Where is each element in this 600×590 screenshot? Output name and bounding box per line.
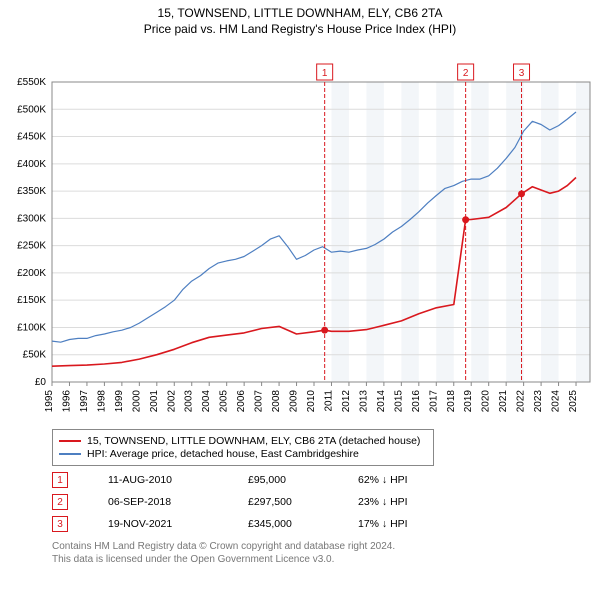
chart-titles: 15, TOWNSEND, LITTLE DOWNHAM, ELY, CB6 2… <box>0 0 600 36</box>
event-badge-3: 3 <box>52 516 68 532</box>
legend-hpi: HPI: Average price, detached house, East… <box>59 448 427 460</box>
footer-line-1: Contains HM Land Registry data © Crown c… <box>52 540 590 553</box>
title-line-2: Price paid vs. HM Land Registry's House … <box>0 22 600 36</box>
svg-text:£200K: £200K <box>17 268 46 279</box>
svg-text:2000: 2000 <box>131 390 142 413</box>
event-price-1: £95,000 <box>248 474 318 486</box>
event-date-2: 06-SEP-2018 <box>108 496 208 508</box>
svg-text:£0: £0 <box>35 377 47 388</box>
svg-text:2021: 2021 <box>498 390 509 413</box>
svg-text:2002: 2002 <box>166 390 177 413</box>
event-row-1: 1 11-AUG-2010 £95,000 62% ↓ HPI <box>52 472 600 488</box>
event-row-3: 3 19-NOV-2021 £345,000 17% ↓ HPI <box>52 516 600 532</box>
svg-text:2012: 2012 <box>341 390 352 413</box>
svg-text:1996: 1996 <box>61 390 72 413</box>
event-date-3: 19-NOV-2021 <box>108 518 208 530</box>
svg-text:1995: 1995 <box>44 390 55 413</box>
svg-text:2013: 2013 <box>358 390 369 413</box>
svg-text:1998: 1998 <box>96 390 107 413</box>
svg-text:£300K: £300K <box>17 213 46 224</box>
svg-text:2011: 2011 <box>323 390 334 412</box>
svg-text:2001: 2001 <box>149 390 160 413</box>
svg-text:2024: 2024 <box>551 390 562 413</box>
svg-text:2022: 2022 <box>516 390 527 413</box>
svg-text:£250K: £250K <box>17 241 46 252</box>
svg-text:1999: 1999 <box>114 390 125 413</box>
events-table: 1 11-AUG-2010 £95,000 62% ↓ HPI 2 06-SEP… <box>52 472 600 532</box>
svg-text:1: 1 <box>322 68 328 79</box>
footer-line-2: This data is licensed under the Open Gov… <box>52 553 590 566</box>
event-hpi-3: 17% ↓ HPI <box>358 518 408 530</box>
svg-text:2023: 2023 <box>533 390 544 413</box>
price-chart: £0 £50K £100K £150K £200K £250K £300K £350K £400… <box>0 36 600 416</box>
svg-text:2017: 2017 <box>428 390 439 413</box>
svg-text:2004: 2004 <box>201 390 212 413</box>
svg-text:2020: 2020 <box>481 390 492 413</box>
title-line-1: 15, TOWNSEND, LITTLE DOWNHAM, ELY, CB6 2… <box>0 6 600 20</box>
event-badge-2: 2 <box>52 494 68 510</box>
svg-text:1997: 1997 <box>79 390 90 413</box>
svg-text:£50K: £50K <box>23 350 47 361</box>
svg-text:2019: 2019 <box>463 390 474 413</box>
svg-text:2007: 2007 <box>254 390 265 413</box>
svg-text:2: 2 <box>463 68 469 79</box>
event-hpi-1: 62% ↓ HPI <box>358 474 408 486</box>
svg-text:2009: 2009 <box>289 390 300 413</box>
legend-label-property: 15, TOWNSEND, LITTLE DOWNHAM, ELY, CB6 2… <box>87 435 420 447</box>
svg-text:2014: 2014 <box>376 390 387 413</box>
event-hpi-2: 23% ↓ HPI <box>358 496 408 508</box>
svg-text:2025: 2025 <box>568 390 579 413</box>
legend-label-hpi: HPI: Average price, detached house, East… <box>87 448 359 460</box>
svg-text:2005: 2005 <box>219 390 230 413</box>
svg-text:2018: 2018 <box>446 390 457 413</box>
event-badge-1: 1 <box>52 472 68 488</box>
event-price-3: £345,000 <box>248 518 318 530</box>
legend: 15, TOWNSEND, LITTLE DOWNHAM, ELY, CB6 2… <box>52 429 434 466</box>
event-price-2: £297,500 <box>248 496 318 508</box>
footer-attribution: Contains HM Land Registry data © Crown c… <box>52 540 590 566</box>
svg-text:2010: 2010 <box>306 390 317 413</box>
event-date-1: 11-AUG-2010 <box>108 474 208 486</box>
svg-text:£100K: £100K <box>17 322 46 333</box>
svg-text:£500K: £500K <box>17 104 46 115</box>
legend-swatch-property <box>59 440 81 442</box>
svg-text:2003: 2003 <box>184 390 195 413</box>
svg-text:£550K: £550K <box>17 77 46 88</box>
svg-text:2008: 2008 <box>271 390 282 413</box>
chart-container: 15, TOWNSEND, LITTLE DOWNHAM, ELY, CB6 2… <box>0 0 600 566</box>
chart-area: £0 £50K £100K £150K £200K £250K £300K £350K £400… <box>0 36 600 421</box>
svg-text:2016: 2016 <box>411 390 422 413</box>
svg-text:3: 3 <box>519 68 525 79</box>
svg-text:2006: 2006 <box>236 390 247 413</box>
legend-property: 15, TOWNSEND, LITTLE DOWNHAM, ELY, CB6 2… <box>59 435 427 447</box>
event-row-2: 2 06-SEP-2018 £297,500 23% ↓ HPI <box>52 494 600 510</box>
svg-text:£350K: £350K <box>17 186 46 197</box>
svg-text:£150K: £150K <box>17 295 46 306</box>
legend-swatch-hpi <box>59 453 81 455</box>
svg-text:£450K: £450K <box>17 132 46 143</box>
svg-text:2015: 2015 <box>393 390 404 413</box>
svg-text:£400K: £400K <box>17 159 46 170</box>
